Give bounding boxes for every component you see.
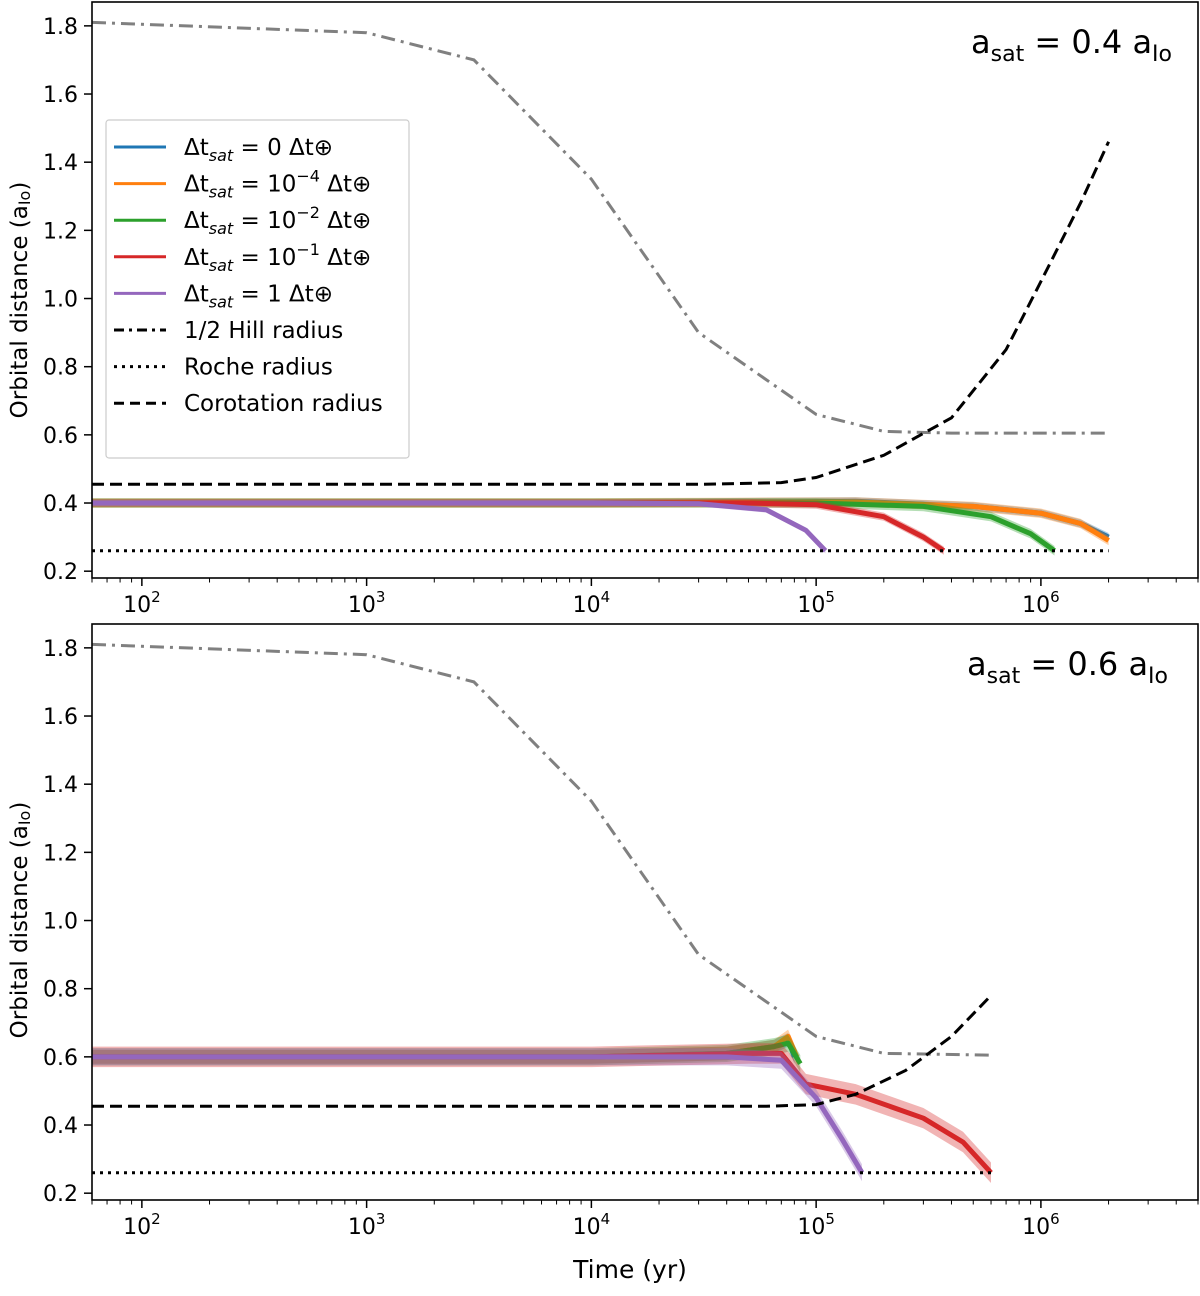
top-axes-frame <box>91 1 1199 579</box>
legend-label: Δtsat = 1 Δt⊕ <box>184 281 333 311</box>
top-y-tick-label: 0.6 <box>43 424 78 449</box>
legend-label: 1/2 Hill radius <box>184 318 343 344</box>
bottom-panel: Orbital distance (aIo) 0.2 0.4 0.6 0.8 1.0 1.… <box>7 623 1199 1240</box>
bottom-y-tick-label: 1.2 <box>43 841 78 866</box>
bottom-x-tick-label: 106 <box>1022 1210 1060 1240</box>
legend-label: Roche radius <box>184 355 333 381</box>
top-y-axis-label: Orbital distance (aIo) <box>7 182 34 419</box>
top-y-tick-label: 1.2 <box>43 219 78 244</box>
svg-text:asat = 0.6 aIo: asat = 0.6 aIo <box>967 645 1168 689</box>
x-axis-label: Time (yr) <box>572 1255 687 1284</box>
legend-item-dt0: Δtsat = 0 Δt⊕ <box>114 135 333 165</box>
legend-item-dashdot: 1/2 Hill radius <box>114 318 343 344</box>
bottom-y-tick-label: 1.0 <box>43 910 78 935</box>
bottom-y-tick-label: 0.2 <box>43 1182 78 1207</box>
legend-item-dt2: Δtsat = 10−2 Δt⊕ <box>114 203 371 238</box>
legend-item-dashed: Corotation radius <box>114 391 383 417</box>
top-x-tick-label: 104 <box>573 588 611 618</box>
legend-item-dt1: Δtsat = 10−1 Δt⊕ <box>114 240 371 275</box>
bottom-y-tick-label: 0.4 <box>43 1114 78 1139</box>
bottom-series-line-dt10 <box>92 1054 865 1174</box>
svg-text:asat = 0.4 aIo: asat = 0.4 aIo <box>971 23 1172 67</box>
bottom-x-tick-label: 102 <box>123 1210 161 1240</box>
top-x-tick-label: 102 <box>123 588 161 618</box>
bottom-axes-frame <box>91 623 1199 1201</box>
top-y-tick-label: 0.8 <box>43 356 78 381</box>
top-x-tick-label: 106 <box>1022 588 1060 618</box>
bottom-y-axis-label: Orbital distance (aIo) <box>7 802 34 1039</box>
legend-label: Δtsat = 0 Δt⊕ <box>184 135 333 165</box>
top-panel: Orbital distance (aIo) 0.2 0.4 0.6 0.8 1.0 1.… <box>7 1 1199 618</box>
bottom-series-band-dt2 <box>92 1034 801 1073</box>
bottom-y-tick-label: 0.8 <box>43 978 78 1003</box>
top-annotation: asat = 0.4 aIo <box>971 23 1172 67</box>
legend-box <box>105 119 410 459</box>
bottom-corotation-line <box>92 994 993 1108</box>
top-y-tick-label: 1.6 <box>43 83 78 108</box>
bottom-y-tick-label: 0.6 <box>43 1046 78 1071</box>
bottom-x-tick-label: 104 <box>573 1210 611 1240</box>
legend-label: Corotation radius <box>184 391 383 417</box>
bottom-annotation: asat = 0.6 aIo <box>967 645 1168 689</box>
svg-text:Orbital distance (aIo): Orbital distance (aIo) <box>7 182 34 419</box>
top-hill-radius-line <box>92 20 1109 435</box>
top-y-tick-label: 1.8 <box>43 15 78 40</box>
top-y-tick-label: 1.0 <box>43 288 78 313</box>
legend-item-dt10: Δtsat = 1 Δt⊕ <box>114 281 333 311</box>
bottom-y-tick-label: 1.6 <box>43 705 78 730</box>
top-series-line-dt10 <box>92 500 828 553</box>
top-x-tick-label: 105 <box>797 588 835 618</box>
legend-item-dt4: Δtsat = 10−4 Δt⊕ <box>114 167 371 202</box>
bottom-x-tick-label: 103 <box>348 1210 386 1240</box>
bottom-x-tick-label: 105 <box>797 1210 835 1240</box>
bottom-hill-radius-line <box>92 642 992 1057</box>
bottom-y-tick-label: 1.8 <box>43 637 78 662</box>
top-x-tick-label: 103 <box>348 588 386 618</box>
legend-label: Δtsat = 10−2 Δt⊕ <box>184 203 371 238</box>
bottom-y-tick-label: 1.4 <box>43 773 78 798</box>
legend-label: Δtsat = 10−4 Δt⊕ <box>184 167 371 202</box>
legend-label: Δtsat = 10−1 Δt⊕ <box>184 240 371 275</box>
top-y-tick-label: 0.4 <box>43 492 78 517</box>
top-series-band-dt10 <box>92 500 826 554</box>
top-y-tick-label: 1.4 <box>43 151 78 176</box>
bottom-series-band-dt10 <box>92 1048 862 1182</box>
top-y-tick-label: 0.2 <box>43 560 78 585</box>
svg-text:Orbital distance (aIo): Orbital distance (aIo) <box>7 802 34 1039</box>
top-corotation-line <box>92 141 1110 486</box>
legend: Δtsat = 0 Δt⊕Δtsat = 10−4 Δt⊕Δtsat = 10−… <box>105 119 410 459</box>
legend-item-dotted: Roche radius <box>114 355 333 381</box>
